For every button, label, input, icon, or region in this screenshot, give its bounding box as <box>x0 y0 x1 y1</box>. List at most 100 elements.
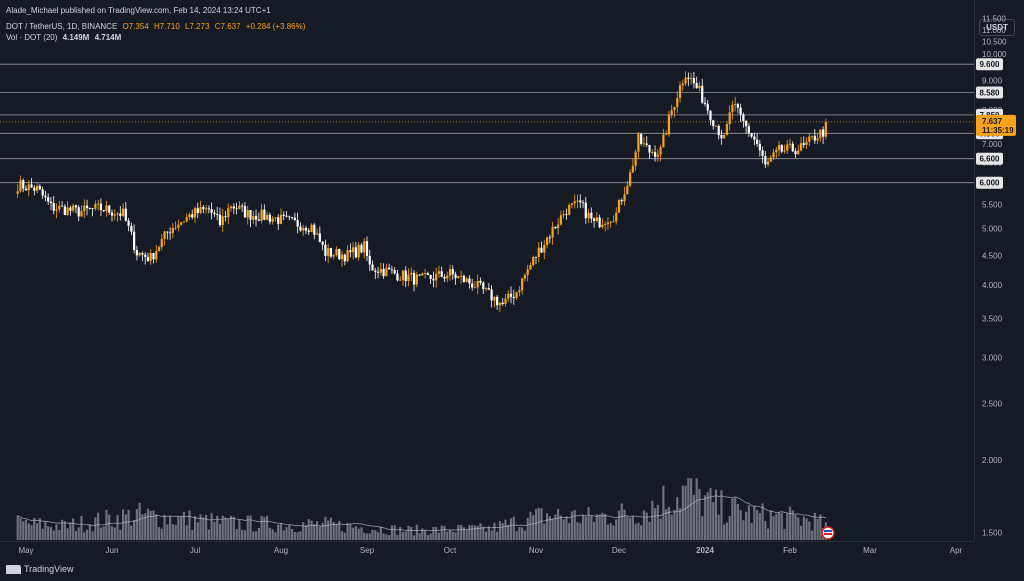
volume-bar <box>99 527 102 540</box>
volume-bar <box>601 512 604 540</box>
level-label-box <box>976 86 1003 99</box>
volume-bar <box>612 525 615 540</box>
volume-bar <box>399 526 402 540</box>
volume-bar <box>60 519 64 540</box>
volume-bar <box>465 529 468 540</box>
volume-bar <box>462 527 465 540</box>
candle-body <box>717 125 720 136</box>
volume-label[interactable]: Vol · DOT (20) <box>6 33 58 42</box>
volume-bar <box>279 523 283 540</box>
candle-body <box>285 215 288 217</box>
candle-body <box>777 145 781 150</box>
currency-button[interactable]: USDT <box>979 19 1015 36</box>
volume-bar <box>725 522 729 540</box>
volume-bar <box>310 520 313 540</box>
tradingview-brand[interactable]: TradingView <box>6 564 74 574</box>
volume-bar <box>642 510 646 540</box>
candle-body <box>268 214 271 222</box>
candle-body <box>545 237 549 245</box>
volume-bar <box>318 526 321 540</box>
x-tick-label: May <box>18 546 33 555</box>
volume-bar <box>302 522 305 540</box>
levels-layer <box>0 63 974 184</box>
candle-body <box>163 231 166 239</box>
candle-body <box>221 216 224 225</box>
candle-body <box>393 270 396 274</box>
candle-body <box>642 143 646 145</box>
volume-bar <box>562 519 565 540</box>
volume-bar <box>670 514 673 540</box>
volume-legend: Vol · DOT (20) 4.149M 4.714M <box>6 33 124 42</box>
candle-body <box>63 206 66 215</box>
volume-bar <box>805 518 808 540</box>
volume-bar <box>246 515 249 540</box>
candle-body <box>570 203 574 205</box>
candle-body <box>703 102 707 104</box>
volume-bar <box>521 527 524 540</box>
candle-body <box>512 296 515 298</box>
candle-body <box>805 141 808 145</box>
volume-bar <box>149 510 152 540</box>
candle-body <box>816 138 819 141</box>
candle-body <box>460 275 463 277</box>
volume-bar <box>418 533 421 540</box>
volume-bar <box>640 525 643 540</box>
candle-body <box>515 292 518 298</box>
publish-line: Alade_Michael published on TradingView.c… <box>6 6 271 15</box>
volume-bar <box>509 518 513 540</box>
low-value: L7.273 <box>185 22 210 31</box>
volume-bar <box>766 528 770 540</box>
volume-bar <box>606 524 610 540</box>
volume-bar <box>379 526 382 540</box>
x-axis[interactable]: May Jun Jul Aug Sep Oct Nov Dec 2024 Feb Mar Apr <box>18 546 962 555</box>
volume-bar <box>581 514 585 540</box>
flag-icon[interactable] <box>821 526 835 540</box>
volume-bar <box>415 524 418 540</box>
volume-bar <box>343 532 346 540</box>
candle-body <box>623 194 626 202</box>
y-tick-label: 2.500 <box>982 400 1003 409</box>
volume-bar <box>761 503 764 540</box>
volume-bar <box>102 526 105 540</box>
candle-body <box>775 149 778 153</box>
candle-body <box>634 151 637 166</box>
candle-body <box>271 218 274 222</box>
candle-body <box>573 201 576 204</box>
volume-bar <box>460 525 463 540</box>
candle-body <box>321 241 324 245</box>
volume-bar <box>709 488 712 540</box>
candle-body <box>410 272 413 275</box>
candle-body <box>698 85 701 89</box>
candle-body <box>302 227 305 231</box>
volume-bar <box>684 485 687 540</box>
candle-body <box>166 231 169 233</box>
candle-body <box>479 280 482 283</box>
volume-bar <box>615 519 618 540</box>
candle-body <box>443 276 446 279</box>
candle-body <box>487 288 490 290</box>
candle-body <box>102 210 105 212</box>
volume-bar <box>808 521 811 540</box>
candle-body <box>593 218 596 221</box>
volume-bar <box>424 530 427 540</box>
symbol-label[interactable]: DOT / TetherUS, 1D, BINANCE <box>6 22 118 31</box>
volume-bar <box>590 515 593 540</box>
candle-body <box>60 205 64 207</box>
candle-body <box>318 233 321 242</box>
volume-bar <box>210 513 213 540</box>
candle-body <box>590 212 593 219</box>
candle-body <box>121 208 125 216</box>
candle-body <box>736 104 739 108</box>
volume-bar <box>36 523 39 540</box>
y-tick-label: 3.500 <box>982 315 1003 324</box>
candle-body <box>133 231 136 250</box>
level-label-box <box>976 58 1003 71</box>
volume-bar <box>637 522 640 540</box>
candle-body <box>712 120 715 127</box>
candle-body <box>615 212 618 222</box>
level-label-box <box>976 176 1003 189</box>
candle-body <box>152 253 155 260</box>
volume-bar <box>747 505 750 540</box>
volume-bar <box>49 527 53 540</box>
